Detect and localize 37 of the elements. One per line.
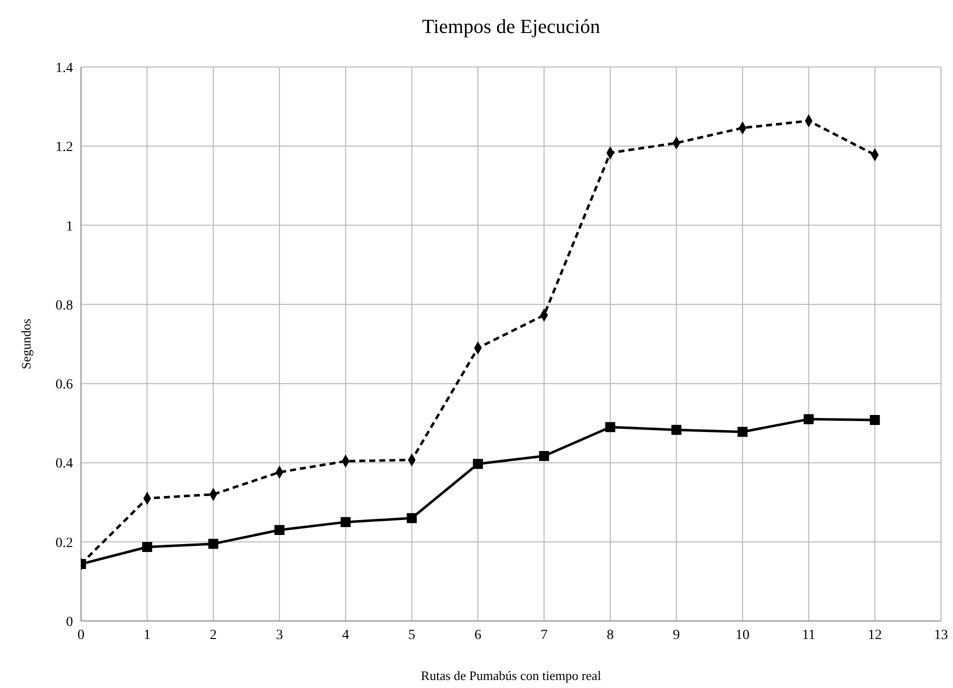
x-tick-label: 0: [78, 628, 84, 643]
x-tick-label: 9: [672, 628, 680, 643]
point: [738, 426, 748, 437]
point: [804, 414, 814, 424]
y-tick-label: 0: [66, 614, 73, 630]
x-tick-label: 10: [736, 628, 750, 643]
x-tick-label: 13: [934, 628, 948, 643]
x-tick-label: 6: [474, 628, 482, 643]
x-tick-label: 11: [802, 628, 816, 643]
point: [274, 524, 284, 535]
x-tick-label: 5: [408, 628, 416, 643]
x-tick-label: 3: [276, 628, 283, 643]
y-tick-label: 1: [66, 219, 73, 234]
x-tick-label: 1: [144, 628, 151, 643]
point: [870, 414, 880, 425]
point: [340, 517, 351, 528]
point: [605, 422, 616, 432]
y-tick-label: 0.8: [56, 298, 73, 314]
y-axis-title: Segundos: [18, 318, 34, 370]
y-tick-label: 1.4: [56, 60, 73, 76]
x-tick-label: 2: [210, 628, 217, 643]
y-tick-label: 0.2: [56, 536, 73, 551]
x-axis-title: Rutas de Pumabús con tiempo real: [420, 668, 602, 684]
point: [671, 424, 682, 435]
point: [208, 538, 218, 549]
x-tick-label: 8: [606, 628, 614, 643]
x-tick-label: 4: [342, 628, 350, 643]
x-tick-label: 12: [868, 628, 882, 643]
y-tick-label: 0.6: [56, 378, 73, 393]
y-tick-label: 1.2: [56, 140, 73, 156]
point: [142, 542, 152, 552]
point: [406, 513, 417, 524]
y-tick-label: 0.4: [56, 456, 73, 472]
point: [472, 458, 483, 469]
point: [539, 450, 550, 461]
chart-title: Tiempos de Ejecución: [420, 16, 602, 39]
x-tick-label: 7: [540, 628, 548, 643]
